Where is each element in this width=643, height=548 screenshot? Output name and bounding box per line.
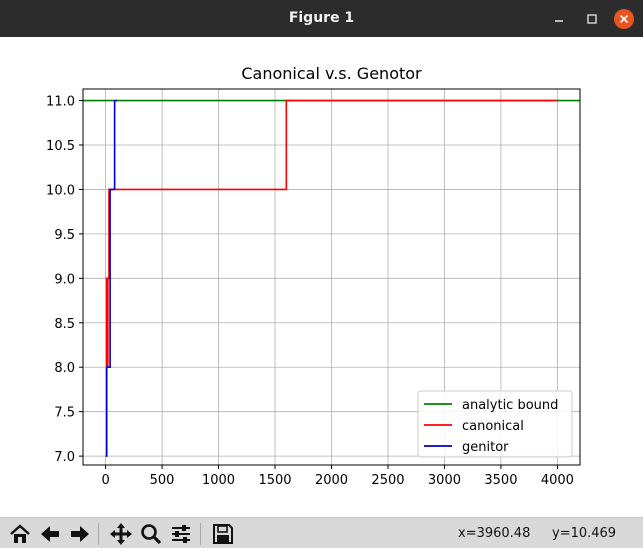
plot-canvas[interactable]: 0 500 1000 1500 2000 2500 3000 3500 4000 7.0 7.5 8.… bbox=[0, 37, 643, 517]
toolbar-separator bbox=[200, 523, 201, 545]
series-line-canonical bbox=[105, 99, 558, 369]
zoom-icon bbox=[141, 524, 162, 545]
legend-label: genitor bbox=[462, 440, 509, 455]
maximize-icon bbox=[587, 14, 597, 24]
legend-box bbox=[417, 390, 573, 458]
minimize-button[interactable] bbox=[549, 9, 569, 29]
x-tick-label: 500 bbox=[150, 473, 175, 488]
legend-label: canonical bbox=[462, 419, 524, 434]
back-button[interactable] bbox=[37, 521, 63, 547]
home-button[interactable] bbox=[7, 521, 33, 547]
maximize-button[interactable] bbox=[582, 9, 602, 29]
pan-button[interactable] bbox=[108, 521, 134, 547]
legend-label: analytic bound bbox=[462, 398, 558, 413]
series-line-genitor bbox=[105, 99, 117, 457]
home-icon bbox=[10, 524, 30, 543]
x-tick-label: 0 bbox=[101, 473, 109, 488]
y-tick-label: 7.5 bbox=[54, 406, 75, 421]
save-button[interactable] bbox=[210, 521, 236, 547]
matplotlib-toolbar: x=3960.48 y=10.469 bbox=[0, 517, 643, 548]
close-button[interactable] bbox=[614, 9, 634, 29]
chart-title: Canonical v.s. Genotor bbox=[241, 64, 422, 83]
y-tick-label: 8.5 bbox=[54, 317, 75, 332]
ticks: 0 500 1000 1500 2000 2500 3000 3500 4000 7.0 7.5 8.… bbox=[46, 95, 574, 488]
subplots-button[interactable] bbox=[168, 521, 194, 547]
y-tick-label: 10.5 bbox=[46, 139, 75, 154]
line-chart[interactable]: 0 500 1000 1500 2000 2500 3000 3500 4000 7.0 7.5 8.… bbox=[0, 37, 643, 517]
cursor-y-readout: y=10.469 bbox=[552, 526, 617, 541]
y-tick-label: 10.0 bbox=[46, 183, 75, 198]
x-tick-label: 4000 bbox=[541, 473, 574, 488]
cursor-x-readout: x=3960.48 bbox=[458, 526, 531, 541]
y-tick-label: 11.0 bbox=[46, 95, 75, 110]
x-tick-label: 3500 bbox=[484, 473, 517, 488]
subplots-icon bbox=[172, 525, 190, 543]
x-tick-label: 2000 bbox=[315, 473, 348, 488]
series-layer bbox=[83, 99, 580, 457]
title-bar: Figure 1 bbox=[0, 0, 643, 37]
legend: analytic bound canonical genitor bbox=[417, 390, 573, 458]
zoom-button[interactable] bbox=[138, 521, 164, 547]
x-tick-label: 2500 bbox=[371, 473, 404, 488]
close-icon bbox=[619, 14, 629, 24]
y-tick-label: 7.0 bbox=[54, 450, 75, 465]
back-arrow-icon bbox=[41, 526, 59, 542]
toolbar-separator bbox=[98, 523, 99, 545]
y-tick-label: 9.5 bbox=[54, 228, 75, 243]
save-icon bbox=[213, 524, 233, 544]
forward-button[interactable] bbox=[67, 521, 93, 547]
forward-arrow-icon bbox=[71, 526, 89, 542]
minimize-icon bbox=[555, 20, 563, 22]
x-tick-label: 1500 bbox=[258, 473, 291, 488]
y-tick-label: 9.0 bbox=[54, 272, 75, 287]
y-tick-label: 8.0 bbox=[54, 361, 75, 376]
x-tick-label: 1000 bbox=[202, 473, 235, 488]
x-tick-label: 3000 bbox=[428, 473, 461, 488]
pan-icon bbox=[110, 523, 132, 545]
window-title: Figure 1 bbox=[288, 10, 355, 26]
